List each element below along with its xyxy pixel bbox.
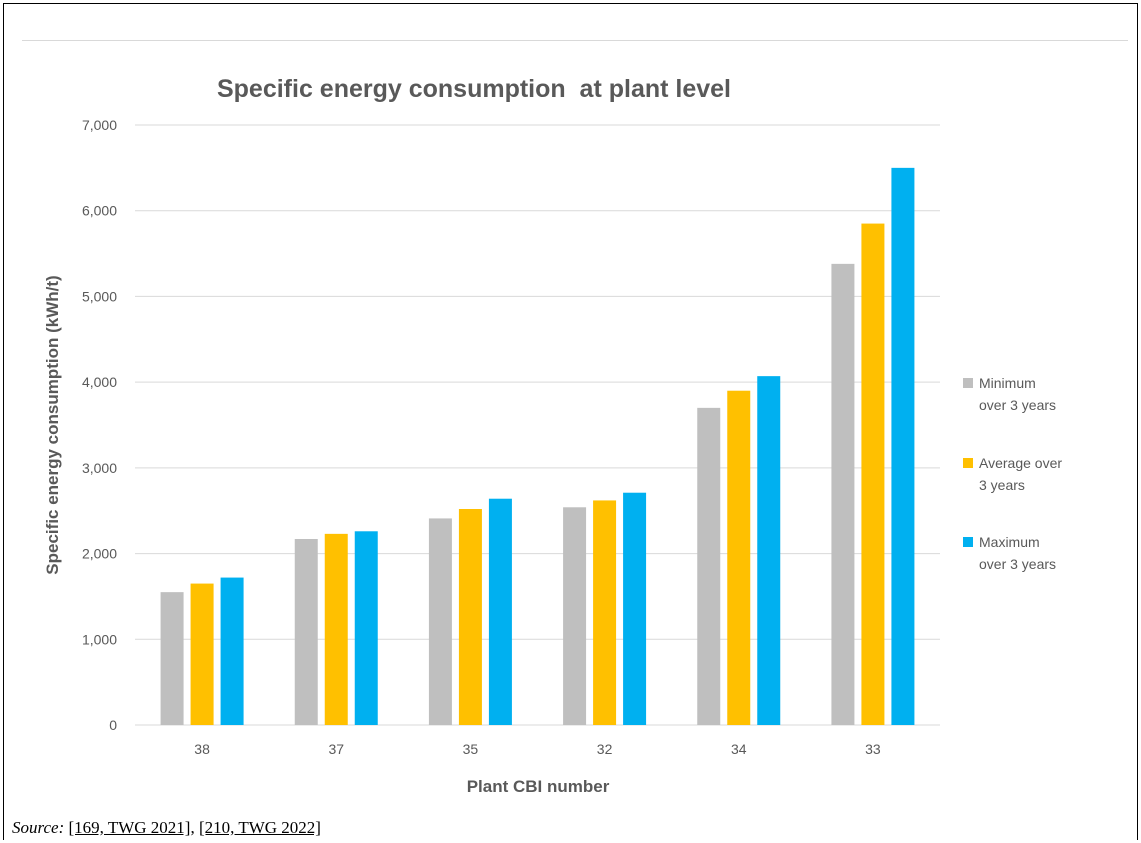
bar — [861, 223, 885, 726]
y-tick-label: 3,000 — [82, 460, 117, 476]
y-tick-label: 6,000 — [82, 203, 117, 219]
y-tick-label: 2,000 — [82, 546, 117, 562]
x-tick-label: 33 — [865, 741, 881, 757]
bar — [160, 592, 184, 725]
legend-label: 3 years — [979, 477, 1025, 493]
reference-link-1[interactable]: [169, TWG 2021] — [68, 818, 191, 837]
top-divider — [22, 40, 1128, 41]
x-axis-label: Plant CBI number — [467, 777, 610, 796]
bar — [324, 533, 348, 725]
x-axis-ticks: 38 37 35 32 34 33 — [194, 741, 881, 757]
bar — [757, 376, 781, 725]
legend-label: Maximum — [979, 534, 1040, 550]
y-tick-label: 4,000 — [82, 374, 117, 390]
bar — [831, 263, 855, 725]
bar — [697, 407, 721, 725]
x-tick-label: 32 — [597, 741, 613, 757]
legend-swatch — [963, 537, 973, 547]
source-label: Source: — [12, 818, 65, 837]
reference-link-2[interactable]: [210, TWG 2022] — [198, 818, 321, 837]
x-tick-label: 38 — [194, 741, 210, 757]
bar — [891, 167, 915, 725]
x-tick-label: 34 — [731, 741, 747, 757]
y-tick-label: 1,000 — [82, 631, 117, 647]
y-tick-label: 5,000 — [82, 288, 117, 304]
legend-label: Average over — [979, 455, 1062, 471]
bar — [727, 390, 751, 725]
y-tick-label: 0 — [109, 717, 117, 733]
bar — [488, 498, 512, 725]
gridlines — [135, 124, 940, 726]
bar — [294, 539, 318, 725]
legend-label: over 3 years — [979, 397, 1056, 413]
bars — [160, 167, 915, 726]
bar — [458, 509, 482, 725]
bar — [190, 583, 214, 725]
y-axis-label: Specific energy consumption (kWh/t) — [43, 275, 62, 574]
chart-title: Specific energy consumption at plant lev… — [217, 75, 731, 103]
legend-label: Minimum — [979, 375, 1036, 391]
x-tick-label: 37 — [328, 741, 344, 757]
legend-swatch — [963, 378, 973, 388]
reference-separator: , — [190, 818, 199, 837]
bar — [428, 518, 452, 725]
bar — [220, 577, 244, 725]
bar — [593, 500, 617, 725]
x-tick-label: 35 — [463, 741, 479, 757]
y-axis-ticks: 0 1,000 2,000 3,000 4,000 5,000 6,000 7,000 — [82, 117, 117, 733]
bar — [623, 492, 647, 725]
figure-frame — [3, 3, 1138, 840]
legend: Minimum over 3 years Average over 3 years Ma… — [963, 375, 1062, 572]
source-citation: Source: [169, TWG 2021], [210, TWG 2022] — [12, 818, 321, 838]
legend-label: over 3 years — [979, 556, 1056, 572]
bar — [354, 531, 378, 725]
y-tick-label: 7,000 — [82, 117, 117, 133]
bar — [563, 507, 587, 725]
legend-swatch — [963, 458, 973, 468]
